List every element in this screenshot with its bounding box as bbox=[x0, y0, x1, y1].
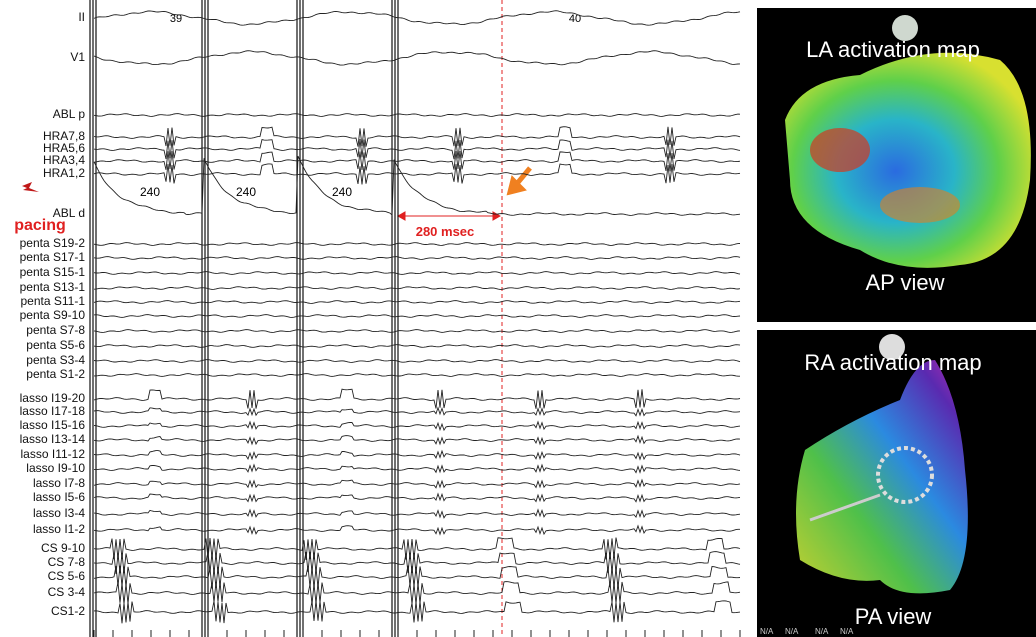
channel-label: penta S13-1 bbox=[20, 280, 86, 294]
channel-label: penta S3-4 bbox=[26, 353, 85, 367]
page: pacing 280 msec 39 40 240 240 240 LA act… bbox=[0, 0, 1036, 637]
channel-label: penta S17-1 bbox=[20, 250, 86, 264]
footer-label: N/A bbox=[840, 627, 854, 636]
channel-label: lasso I17-18 bbox=[20, 404, 86, 418]
footer-label: N/A bbox=[815, 627, 829, 636]
map-title: LA activation map bbox=[806, 37, 980, 62]
channel-label: lasso I11-12 bbox=[21, 447, 86, 461]
channel-label: II bbox=[78, 10, 85, 24]
channel-label: penta S7-8 bbox=[26, 323, 85, 337]
channel-label: CS 5-6 bbox=[48, 569, 86, 583]
channel-label: penta S19-2 bbox=[20, 236, 86, 250]
channel-label: penta S5-6 bbox=[26, 338, 85, 352]
footer-label: N/A bbox=[785, 627, 799, 636]
channel-label: CS 7-8 bbox=[48, 555, 86, 569]
interval-label: 280 msec bbox=[416, 224, 475, 239]
channel-label: lasso I13-14 bbox=[20, 432, 86, 446]
channel-label: lasso I1-2 bbox=[33, 522, 85, 536]
beat-number: 40 bbox=[569, 13, 581, 25]
channel-label: penta S15-1 bbox=[20, 265, 86, 279]
channel-label: lasso I9-10 bbox=[26, 461, 85, 475]
channel-label: HRA1,2 bbox=[43, 166, 85, 180]
la-map-region bbox=[880, 187, 960, 223]
map-view: AP view bbox=[865, 270, 944, 295]
map-view: PA view bbox=[855, 604, 932, 629]
figure: pacing 280 msec 39 40 240 240 240 LA act… bbox=[0, 0, 1036, 637]
channel-label: lasso I15-16 bbox=[20, 418, 86, 432]
channel-label: ABL d bbox=[53, 206, 85, 220]
channel-label: lasso I7-8 bbox=[33, 476, 85, 490]
channel-label: V1 bbox=[70, 50, 85, 64]
channel-label: CS 3-4 bbox=[48, 585, 86, 599]
channel-label: lasso I3-4 bbox=[33, 506, 85, 520]
cycle-label: 240 bbox=[332, 185, 352, 199]
cycle-label: 240 bbox=[140, 185, 160, 199]
channel-label: penta S1-2 bbox=[26, 367, 85, 381]
channel-label: ABL p bbox=[53, 107, 86, 121]
channel-label: penta S11-1 bbox=[21, 294, 86, 308]
footer-label: N/A bbox=[760, 627, 774, 636]
channel-label: lasso I19-20 bbox=[20, 391, 86, 405]
channel-label: HRA3,4 bbox=[43, 153, 85, 167]
channel-label: CS1-2 bbox=[51, 604, 85, 618]
channel-label: CS 9-10 bbox=[41, 541, 85, 555]
map-title: RA activation map bbox=[804, 350, 981, 375]
channel-label: penta S9-10 bbox=[20, 308, 86, 322]
channel-label: lasso I5-6 bbox=[33, 490, 85, 504]
cycle-label: 240 bbox=[236, 185, 256, 199]
la-map-region bbox=[810, 128, 870, 172]
